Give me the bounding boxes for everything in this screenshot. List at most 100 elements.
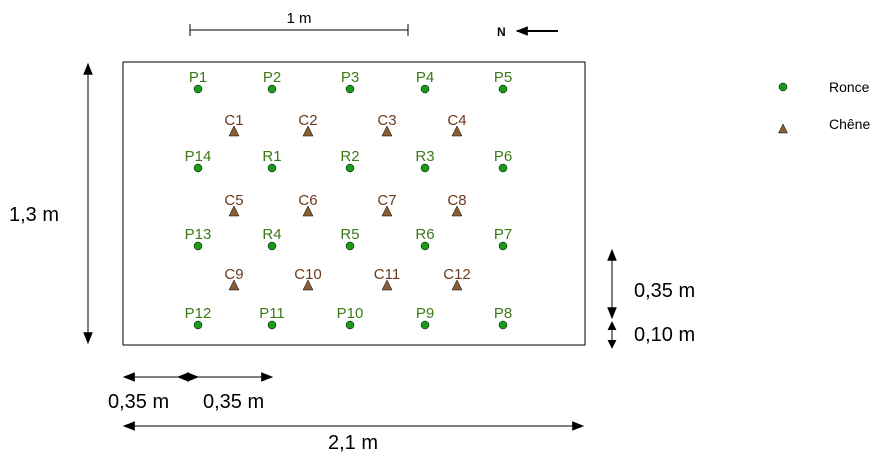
ronce-marker [193,84,203,94]
plant-label: P8 [494,305,512,322]
plant-p6: P6 [494,148,512,173]
edge-spacing-dimension: 0,10 m [607,321,695,349]
plant-p1: P1 [189,69,207,94]
plant-label: P13 [185,226,212,243]
north-arrow: N [497,25,558,39]
plant-p13: P13 [185,226,212,251]
ronce-marker [193,320,203,330]
ronce-marker [193,163,203,173]
plants-layer: P1 P2 P3 P4 P5 C1 C2 C3 C4 P14 R1 R2 R3 P6 C5 C6 C7 C8 P13… [185,69,512,330]
plant-c9: C9 [224,266,244,291]
ronce-marker [345,241,355,251]
plant-label: P10 [337,305,364,322]
legend-chene-marker [778,123,788,134]
plant-p8: P8 [494,305,512,330]
plant-label: P14 [185,148,212,165]
chene-marker [228,279,240,291]
plant-p5: P5 [494,69,512,94]
plant-c11: C11 [374,266,400,291]
plant-c8: C8 [447,192,467,217]
plant-r6: R6 [415,226,435,251]
scale-bar: 1 m [189,10,409,36]
plant-p2: P2 [263,69,281,94]
chene-marker [381,125,393,137]
spacing-right-label: 0,35 m [203,391,264,413]
plant-label: C9 [224,266,243,283]
plant-label: R1 [262,148,281,165]
plant-c12: C12 [443,266,471,291]
plant-label: C3 [377,112,396,129]
ronce-marker [498,241,508,251]
plant-c5: C5 [224,192,244,217]
plant-label: P1 [189,69,207,86]
plant-label: P11 [259,305,285,322]
chene-marker [302,279,314,291]
plant-label: C7 [377,192,396,209]
plant-label: R5 [340,226,359,243]
plant-p3: P3 [341,69,359,94]
plant-c10: C10 [294,266,322,291]
chene-marker [302,125,314,137]
plant-p10: P10 [337,305,364,330]
plant-label: P7 [494,226,512,243]
legend: Ronce Chêne [778,79,870,134]
plant-label: C11 [374,266,400,283]
plant-label: C12 [443,266,471,283]
chene-marker [302,205,314,217]
plant-label: P3 [341,69,359,86]
row-spacing-dimension: 0,35 m [607,248,695,320]
ronce-marker [420,320,430,330]
plant-label: C1 [224,112,243,129]
plant-c3: C3 [377,112,397,137]
plant-label: C6 [298,192,317,209]
plant-c1: C1 [224,112,244,137]
plant-p14: P14 [185,148,212,173]
chene-marker [228,125,240,137]
plant-label: P2 [263,69,281,86]
scale-bar-label: 1 m [286,10,311,27]
plant-r1: R1 [262,148,282,173]
ronce-marker [267,84,277,94]
width-label: 2,1 m [328,432,378,454]
chene-marker [451,125,463,137]
plant-label: C10 [294,266,322,283]
legend-ronce-marker [778,82,788,92]
plant-label: P6 [494,148,512,165]
height-label: 1,3 m [9,204,59,226]
chene-marker [451,279,463,291]
plant-label: R2 [340,148,359,165]
plant-r3: R3 [415,148,435,173]
ronce-marker [420,241,430,251]
plant-label: R4 [262,226,281,243]
ronce-marker [498,163,508,173]
width-dimension: 2,1 m [122,421,585,454]
legend-ronce-label: Ronce [829,79,870,95]
plant-label: P4 [416,69,434,86]
ronce-marker [420,84,430,94]
plant-label: P5 [494,69,512,86]
chene-marker [381,205,393,217]
plant-c7: C7 [377,192,397,217]
chene-marker [451,205,463,217]
ronce-marker [267,163,277,173]
plot-boundary [122,61,586,346]
plant-label: R6 [415,226,434,243]
chene-marker [381,279,393,291]
plant-p9: P9 [416,305,434,330]
ronce-marker [498,84,508,94]
plant-label: C5 [224,192,243,209]
height-dimension: 1,3 m [9,62,93,345]
plant-p12: P12 [185,305,211,330]
plant-label: R3 [415,148,434,165]
edge-spacing-label: 0,10 m [634,324,695,346]
ronce-marker [345,320,355,330]
ronce-marker [267,320,277,330]
row-spacing-label: 0,35 m [634,280,695,302]
plant-c6: C6 [298,192,318,217]
column-spacing-dimension: 0,35 m 0,35 m [108,372,274,413]
plant-c2: C2 [298,112,318,137]
plant-r2: R2 [340,148,360,173]
north-label: N [497,25,506,39]
plant-p7: P7 [494,226,512,251]
